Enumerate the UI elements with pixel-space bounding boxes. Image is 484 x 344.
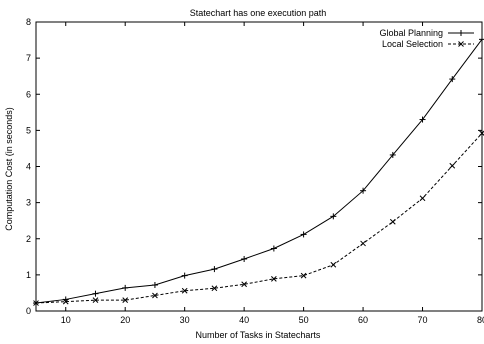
x-tick-label: 10 xyxy=(61,315,71,325)
legend-marker xyxy=(458,41,464,47)
local-selection-point xyxy=(62,298,69,305)
y-tick-label: 4 xyxy=(26,162,31,172)
plot-frame xyxy=(35,21,483,312)
local-selection-point xyxy=(330,261,337,268)
x-tick-label: 20 xyxy=(120,315,130,325)
series-global-planning xyxy=(33,36,484,307)
local-selection-point xyxy=(211,285,218,292)
global-planning-point xyxy=(151,281,158,288)
y-tick-label: 1 xyxy=(26,270,31,280)
local-selection-point xyxy=(271,275,277,282)
x-axis: 10 20 30 40 50 60 70 80 xyxy=(61,22,484,325)
y-tick-label: 5 xyxy=(26,125,31,135)
global-planning-point xyxy=(241,255,248,262)
chart-title: Statechart has one execution path xyxy=(190,8,327,18)
local-selection-point xyxy=(449,162,456,169)
global-planning-point xyxy=(419,116,426,123)
local-selection-point xyxy=(122,297,129,304)
x-tick-label: 70 xyxy=(418,315,428,325)
x-tick-label: 60 xyxy=(358,315,368,325)
global-planning-point xyxy=(360,187,367,194)
global-planning-point xyxy=(300,231,307,238)
y-tick-label: 6 xyxy=(26,89,31,99)
local-selection-point xyxy=(389,218,396,225)
global-planning-point xyxy=(449,76,456,83)
y-tick-label: 3 xyxy=(26,198,31,208)
local-selection-point xyxy=(419,195,426,202)
x-tick-label: 30 xyxy=(180,315,190,325)
local-selection-point xyxy=(241,281,247,288)
local-selection-point xyxy=(360,240,366,247)
legend-item-global-planning: Global Planning xyxy=(379,28,474,38)
local-selection-point xyxy=(152,292,158,299)
global-planning-point xyxy=(92,290,99,297)
global-planning-point xyxy=(330,213,337,220)
y-axis-label: Computation Cost (in seconds) xyxy=(4,107,14,231)
legend-marker xyxy=(458,30,464,36)
x-axis-label: Number of Tasks in Statecharts xyxy=(196,330,321,340)
legend-item-local-selection: Local Selection xyxy=(382,39,474,49)
local-selection-line xyxy=(35,132,483,304)
global-planning-line xyxy=(35,39,483,304)
y-tick-label: 7 xyxy=(26,53,31,63)
series-local-selection xyxy=(33,130,484,306)
y-tick-label: 8 xyxy=(26,17,31,27)
x-tick-label: 80 xyxy=(477,315,484,325)
global-planning-point xyxy=(479,36,484,43)
global-planning-point xyxy=(181,272,188,279)
y-axis: 0 1 2 3 4 5 6 7 8 xyxy=(26,17,482,316)
series-layer xyxy=(33,36,484,307)
global-planning-point xyxy=(211,266,218,273)
legend-label: Local Selection xyxy=(382,39,443,49)
local-selection-point xyxy=(181,287,188,294)
x-tick-label: 40 xyxy=(239,315,249,325)
local-selection-point xyxy=(92,297,99,304)
local-selection-point xyxy=(300,272,307,279)
x-tick-label: 50 xyxy=(299,315,309,325)
global-planning-point xyxy=(122,284,129,291)
y-tick-label: 2 xyxy=(26,234,31,244)
global-planning-point xyxy=(270,245,277,252)
y-tick-label: 0 xyxy=(26,306,31,316)
global-planning-point xyxy=(389,151,396,158)
legend-label: Global Planning xyxy=(379,28,443,38)
local-selection-point xyxy=(33,300,39,306)
